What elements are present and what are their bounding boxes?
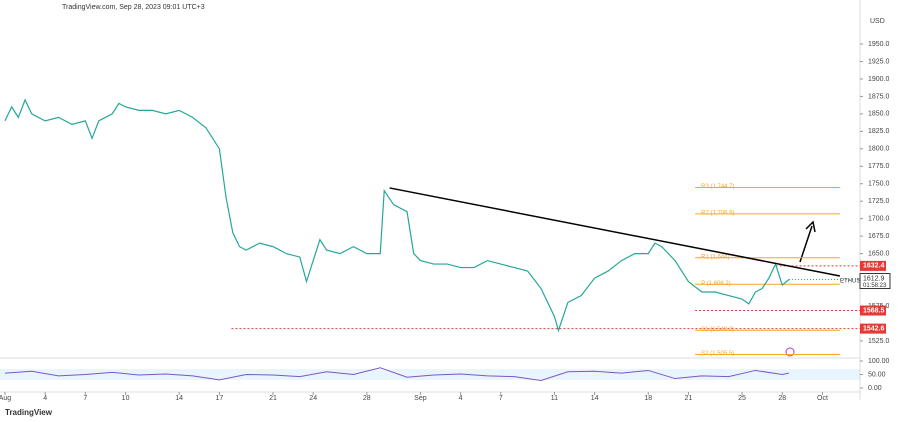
rsi-tick-label: 50.00 — [868, 371, 886, 378]
price-tag — [859, 273, 891, 290]
rsi-band — [0, 369, 860, 380]
y-tick-label: 1750.0 — [868, 181, 890, 188]
x-tick-label: 25 — [738, 395, 746, 402]
countdown: 01:58:23 — [863, 283, 887, 289]
y-tick-label: 1675.0 — [868, 233, 890, 240]
x-tick-label: 4 — [43, 395, 47, 402]
trendline — [389, 187, 841, 277]
currency: USD — [870, 18, 885, 25]
price-tag-label: 1542.6 — [863, 325, 885, 332]
y-tick-label: 1650.0 — [868, 250, 890, 257]
rsi-tick-label: 0.00 — [868, 385, 882, 392]
x-tick-label: 17 — [215, 395, 223, 402]
arrow — [799, 225, 813, 263]
pivot-label: S1 (1,540.2) — [701, 327, 734, 333]
arrow-head — [805, 220, 816, 233]
pivot-label: R3 (1,744.7) — [701, 184, 734, 190]
y-tick-label: 1950.0 — [868, 41, 890, 48]
rsi-tick-label: 100.00 — [868, 358, 890, 365]
price-tag — [860, 305, 886, 316]
y-tick-label: 1875.0 — [868, 93, 890, 100]
price-tag-label: 1632.4 — [863, 263, 885, 270]
x-tick-label: 18 — [644, 395, 652, 402]
x-tick-label: Sep — [414, 395, 427, 402]
y-tick-label: 1900.0 — [868, 76, 890, 83]
price-tag-label: 1568.5 — [863, 307, 885, 314]
rsi-line — [4, 367, 790, 381]
x-tick-label: 7 — [83, 395, 87, 402]
price-tag — [860, 323, 886, 334]
pivot-label: P (1,606.2) — [701, 281, 731, 287]
y-tick-label: 1700.0 — [868, 216, 890, 223]
y-tick-label: 1825.0 — [868, 128, 890, 135]
pivot-label: R1 (1,644) — [701, 254, 729, 260]
y-tick-label: 1775.0 — [868, 163, 890, 170]
x-tick-label: 28 — [778, 395, 786, 402]
y-tick-label: 1525.0 — [868, 338, 890, 345]
y-tick-label: 1850.0 — [868, 111, 890, 118]
y-tick-label: 1800.0 — [868, 146, 890, 153]
y-tick-label: 1925.0 — [868, 58, 890, 65]
x-tick-label: 11 — [551, 395, 558, 402]
x-tick-label: 24 — [309, 395, 317, 402]
pivot-label: R2 (1,706.9) — [701, 210, 734, 216]
pivot-label: S2 (1,505.5) — [701, 351, 734, 357]
price-line — [4, 98, 790, 333]
x-tick-label: 4 — [459, 395, 463, 402]
price-tag — [860, 260, 886, 271]
x-tick-label: 21 — [269, 395, 277, 402]
x-tick-label: 21 — [685, 395, 693, 402]
x-tick-label: 10 — [122, 395, 130, 402]
event-icon — [785, 347, 795, 357]
x-tick-label: Aug — [0, 395, 11, 402]
x-tick-label: 14 — [591, 395, 599, 402]
y-tick-label: 1725.0 — [868, 198, 890, 205]
symbol-label: ETHUSD — [840, 279, 865, 285]
x-tick-label: 7 — [499, 395, 503, 402]
x-tick-label: 14 — [175, 395, 183, 402]
x-tick-label: 28 — [363, 395, 371, 402]
price-tag-label: 1612.9 — [863, 275, 885, 282]
brand: TradingView — [5, 408, 53, 417]
x-tick-label: Oct — [817, 395, 828, 402]
header: TradingView.com, Sep 28, 2023 09:01 UTC+… — [62, 4, 205, 11]
